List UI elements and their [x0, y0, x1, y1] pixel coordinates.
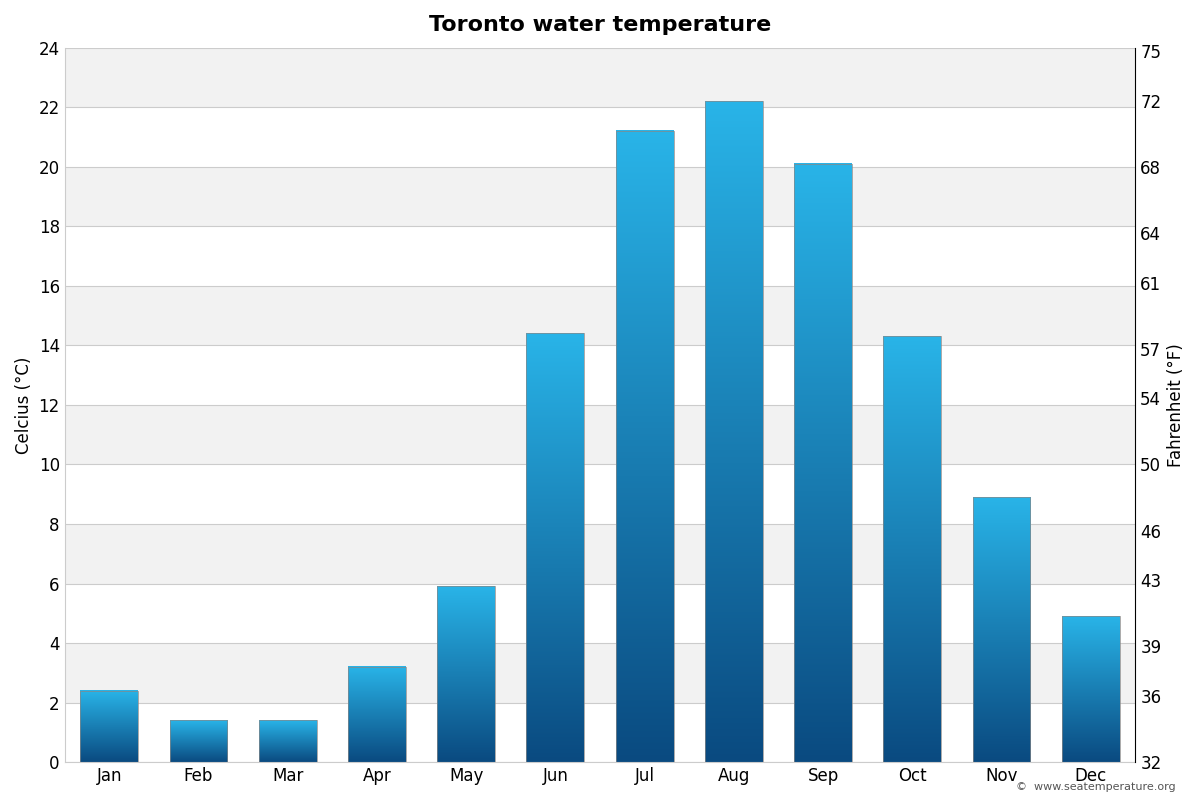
Bar	[65, 524, 1135, 583]
Bar	[65, 107, 1135, 166]
Bar	[1062, 616, 1120, 762]
Text: ©  www.seatemperature.org: © www.seatemperature.org	[1016, 782, 1176, 792]
Bar	[65, 702, 1135, 762]
Title: Toronto water temperature: Toronto water temperature	[428, 15, 772, 35]
Bar	[704, 102, 763, 762]
Bar	[65, 48, 1135, 107]
Bar	[616, 131, 673, 762]
Bar	[65, 166, 1135, 226]
Bar	[437, 586, 496, 762]
Bar	[65, 583, 1135, 643]
Bar	[794, 164, 852, 762]
Bar	[527, 334, 584, 762]
Bar	[65, 346, 1135, 405]
Bar	[348, 667, 406, 762]
Bar	[80, 690, 138, 762]
Bar	[65, 465, 1135, 524]
Bar	[259, 721, 317, 762]
Bar	[65, 643, 1135, 702]
Bar	[169, 721, 228, 762]
Y-axis label: Celcius (°C): Celcius (°C)	[14, 356, 34, 454]
Bar	[65, 286, 1135, 346]
Bar	[972, 497, 1031, 762]
Bar	[65, 226, 1135, 286]
Bar	[883, 337, 941, 762]
Y-axis label: Fahrenheit (°F): Fahrenheit (°F)	[1166, 343, 1186, 466]
Bar	[65, 405, 1135, 465]
